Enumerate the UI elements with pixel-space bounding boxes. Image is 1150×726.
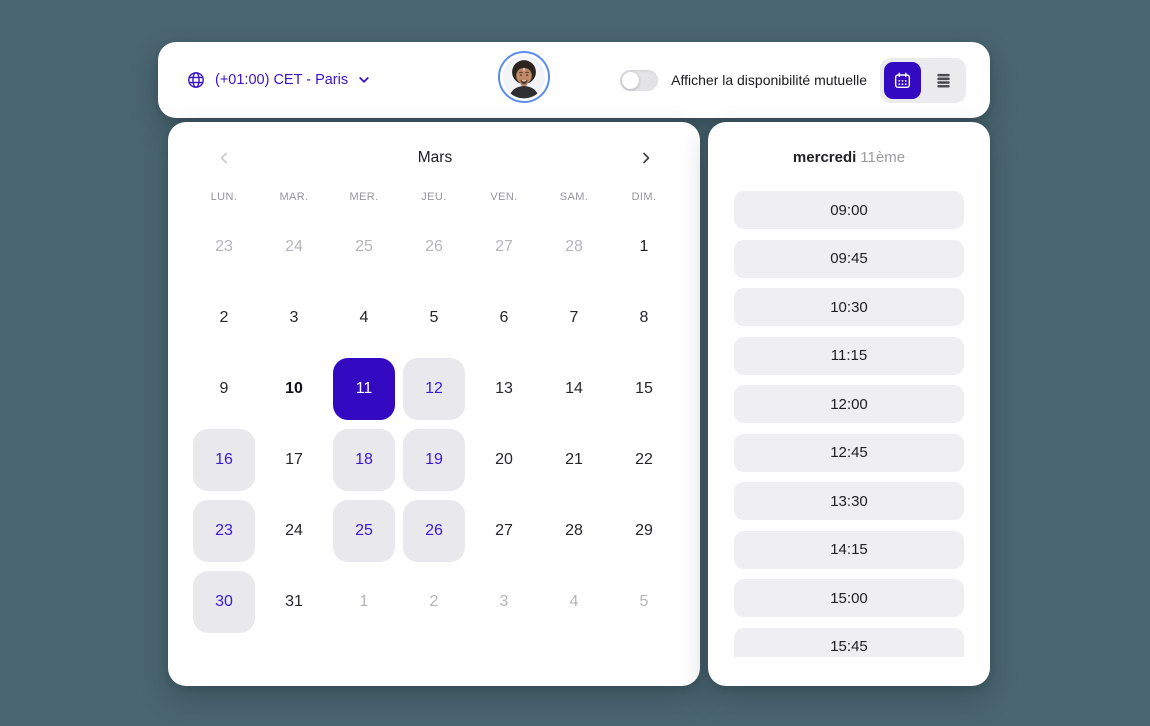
calendar-day-2: 2: [403, 571, 465, 633]
prev-month-button[interactable]: [210, 144, 238, 172]
calendar-day-11[interactable]: 11: [333, 357, 395, 420]
time-slot-10:30[interactable]: 10:30: [734, 288, 964, 326]
calendar-day-29[interactable]: 29: [613, 500, 675, 562]
calendar-day-18[interactable]: 18: [333, 428, 395, 491]
calendar-day-27: 27: [473, 216, 535, 278]
calendar-day-3: 3: [473, 571, 535, 633]
calendar-day-30[interactable]: 30: [193, 570, 255, 633]
globe-icon: [188, 72, 204, 88]
calendar-day-23[interactable]: 23: [193, 499, 255, 562]
mutual-availability-label: Afficher la disponibilité mutuelle: [671, 72, 867, 88]
time-slot-15:45[interactable]: 15:45: [734, 627, 964, 657]
calendar-day-10[interactable]: 10: [263, 358, 325, 420]
selected-day-title: mercredi 11ème: [708, 149, 990, 166]
weekday-header: MER.: [349, 191, 379, 203]
calendar-day-7[interactable]: 7: [543, 287, 605, 349]
calendar-day-9[interactable]: 9: [193, 358, 255, 420]
time-slot-09:00[interactable]: 09:00: [734, 191, 964, 229]
timezone-selector[interactable]: (+01:00) CET - Paris: [186, 70, 371, 90]
list-rows-icon: [937, 73, 950, 88]
calendar-view-button[interactable]: [884, 61, 921, 99]
calendar-day-26: 26: [403, 216, 465, 278]
time-slots-panel: mercredi 11ème 09:00 09:45 10:30 11:15 12:00 1…: [708, 122, 990, 686]
calendar-day-16[interactable]: 16: [193, 428, 255, 491]
chevron-right-icon: [643, 152, 650, 164]
calendar-day-13[interactable]: 13: [473, 358, 535, 420]
calendar-icon: [894, 72, 911, 88]
weekday-header: MAR.: [279, 191, 309, 203]
calendar-day-1[interactable]: 1: [613, 216, 675, 278]
calendar-nav: Mars: [210, 144, 660, 172]
time-slot-12:00[interactable]: 12:00: [734, 385, 964, 423]
next-month-button[interactable]: [632, 144, 660, 172]
calendar-day-5[interactable]: 5: [403, 287, 465, 349]
calendar-day-24: 24: [263, 216, 325, 278]
weekday-row: LUN. MAR. MER. JEU. VEN. SAM. DIM.: [168, 191, 700, 203]
calendar-day-5: 5: [613, 571, 675, 633]
chevron-left-icon: [220, 152, 227, 164]
time-slot-11:15[interactable]: 11:15: [734, 336, 964, 375]
weekday-header: VEN.: [490, 191, 518, 203]
calendar-day-28[interactable]: 28: [543, 500, 605, 562]
weekday-header: DIM.: [631, 191, 657, 203]
calendar-day-28: 28: [543, 216, 605, 278]
month-label: Mars: [417, 149, 453, 166]
list-view-button[interactable]: [925, 62, 962, 99]
calendar-panel: Mars LUN. MAR. MER. JEU. VEN. SAM. DIM. 23 24 25…: [168, 122, 700, 686]
time-slot-13:30[interactable]: 13:30: [734, 482, 964, 520]
topbar-actions: Afficher la disponibilité mutuelle: [620, 57, 966, 103]
time-slot-list: 09:00 09:45 10:30 11:15 12:00 12:45 13:30 14:15…: [734, 191, 964, 657]
mutual-availability-toggle[interactable]: [620, 69, 659, 91]
time-slot-09:45[interactable]: 09:45: [734, 239, 964, 278]
calendar-day-4: 4: [543, 571, 605, 633]
view-switch: [880, 57, 966, 103]
calendar-day-23: 23: [193, 216, 255, 278]
chevron-down-icon: [359, 77, 369, 83]
calendar-day-6[interactable]: 6: [473, 287, 535, 349]
toggle-knob: [622, 71, 640, 89]
calendar-grid: 23 24 25 26 27 28 1 2 3 4 5 6 7 8 9 10 11 12 13 14 15 16 17 18 1…: [168, 211, 700, 637]
time-slot-15:00[interactable]: 15:00: [734, 579, 964, 617]
calendar-day-8[interactable]: 8: [613, 287, 675, 349]
time-slot-12:45[interactable]: 12:45: [734, 433, 964, 472]
timezone-label: (+01:00) CET - Paris: [215, 72, 349, 88]
calendar-day-4[interactable]: 4: [333, 287, 395, 349]
calendar-day-14[interactable]: 14: [543, 358, 605, 420]
calendar-day-26[interactable]: 26: [403, 499, 465, 562]
calendar-day-24[interactable]: 24: [263, 500, 325, 562]
time-slot-14:15[interactable]: 14:15: [734, 530, 964, 569]
calendar-day-25[interactable]: 25: [333, 499, 395, 562]
calendar-day-20[interactable]: 20: [473, 429, 535, 491]
weekday-header: JEU.: [421, 191, 447, 203]
weekday-header: LUN.: [210, 191, 238, 203]
calendar-day-21[interactable]: 21: [543, 429, 605, 491]
calendar-day-25: 25: [333, 216, 395, 278]
calendar-day-31[interactable]: 31: [263, 571, 325, 633]
calendar-day-27[interactable]: 27: [473, 500, 535, 562]
top-bar: (+01:00) CET - Paris: [158, 42, 990, 118]
calendar-day-17[interactable]: 17: [263, 429, 325, 491]
calendar-day-15[interactable]: 15: [613, 358, 675, 420]
selected-day-ordinal: 11ème: [860, 149, 906, 166]
calendar-day-22[interactable]: 22: [613, 429, 675, 491]
avatar: [498, 51, 550, 103]
calendar-day-2[interactable]: 2: [193, 287, 255, 349]
calendar-day-12[interactable]: 12: [403, 357, 465, 420]
calendar-day-1: 1: [333, 571, 395, 633]
calendar-day-19[interactable]: 19: [403, 428, 465, 491]
calendar-day-3[interactable]: 3: [263, 287, 325, 349]
forehead-doodle: [522, 67, 526, 71]
selected-day-name: mercredi: [792, 149, 857, 166]
weekday-header: SAM.: [559, 191, 589, 203]
